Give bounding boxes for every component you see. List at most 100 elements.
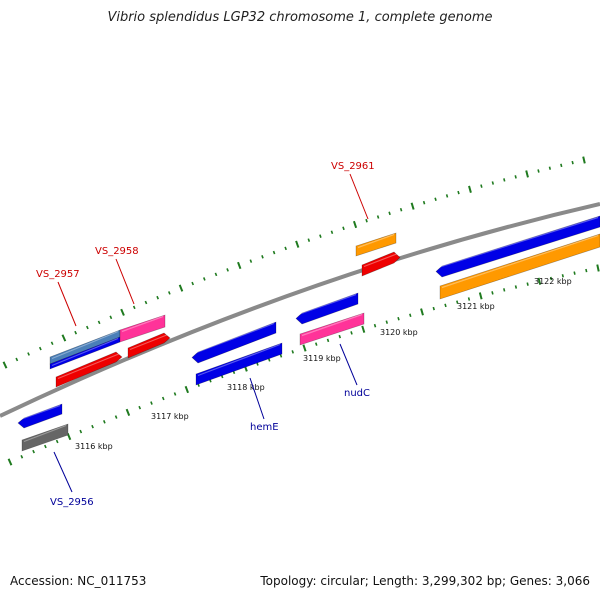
gene-feature-highlight [197, 343, 281, 377]
gene-feature-blue[interactable] [191, 321, 277, 364]
gene-feature-blue[interactable] [195, 342, 283, 386]
gene-feature-highlight [129, 333, 169, 351]
tick-mark [284, 246, 287, 251]
tick-mark [302, 344, 307, 352]
tick-mark [514, 175, 517, 179]
gene-feature-orange[interactable] [439, 233, 600, 300]
gene-feature-red[interactable] [55, 351, 123, 388]
gene-feature-pink[interactable] [119, 314, 166, 343]
gene-label: hemE [250, 422, 279, 433]
tick-mark [537, 277, 542, 285]
tick-mark [295, 240, 300, 248]
scale-label: 3118 kbp [227, 383, 265, 392]
tick-mark [66, 432, 72, 441]
gene-label-leader [57, 281, 77, 327]
tick-mark [491, 181, 495, 185]
tick-mark [397, 316, 400, 321]
gene-feature-highlight [19, 404, 61, 421]
tick-mark [352, 220, 358, 229]
tick-mark [156, 295, 160, 300]
tick-mark [226, 268, 229, 272]
tick-mark [467, 297, 471, 301]
gene-feature-orange[interactable] [355, 232, 397, 257]
gene-feature-pink[interactable] [299, 312, 365, 346]
tick-mark [27, 352, 30, 356]
tick-mark [350, 331, 353, 335]
tick-mark [103, 420, 106, 424]
tick-mark [409, 313, 412, 318]
tick-mark [338, 334, 342, 339]
gene-feature-highlight [363, 252, 399, 268]
gene-feature-highlight [121, 315, 164, 333]
tick-mark [237, 261, 242, 270]
tick-mark [468, 185, 472, 193]
gene-label-leader [349, 173, 369, 220]
tick-mark [548, 166, 552, 170]
tick-mark [202, 277, 206, 281]
tick-mark [456, 300, 459, 304]
gene-label: nudC [344, 388, 370, 399]
genome-summary-text: Topology: circular; Length: 3,299,302 bp… [260, 574, 590, 588]
gene-feature-red[interactable] [127, 332, 171, 359]
tick-mark [267, 358, 271, 362]
tick-mark [191, 281, 195, 286]
tick-mark [138, 405, 142, 410]
tick-mark [376, 215, 380, 219]
tick-mark [388, 211, 391, 216]
tick-mark [32, 449, 35, 454]
scale-label: 3122 kbp [534, 277, 572, 286]
tick-mark [330, 230, 334, 234]
tick-mark [478, 292, 483, 300]
tick-mark [434, 197, 437, 202]
gene-feature-blue[interactable] [435, 215, 600, 278]
tick-mark [184, 385, 189, 394]
tick-mark [491, 291, 494, 295]
tick-mark [249, 259, 253, 263]
tick-mark [365, 218, 368, 223]
tick-mark [373, 323, 377, 328]
gene-feature-highlight [51, 330, 119, 360]
scale-label: 3120 kbp [380, 328, 418, 337]
gene-label-leader [249, 377, 265, 420]
tick-mark [561, 274, 564, 278]
tick-mark [444, 303, 447, 308]
scale-label: 3117 kbp [151, 412, 189, 421]
tick-mark [585, 268, 588, 273]
tick-mark [457, 190, 460, 195]
tick-mark [74, 330, 78, 335]
tick-mark [261, 255, 264, 259]
tick-mark [326, 338, 330, 343]
tick-mark [361, 325, 366, 333]
gene-label: VS_2956 [50, 497, 94, 508]
tick-mark [503, 178, 506, 182]
tick-mark [61, 334, 67, 342]
tick-mark [167, 291, 171, 295]
gene-feature-blue[interactable] [17, 403, 63, 429]
tick-mark [7, 458, 13, 466]
tick-mark [315, 342, 318, 346]
gene-feature-red[interactable] [361, 251, 401, 277]
tick-mark [114, 415, 118, 419]
tick-mark [549, 276, 553, 281]
tick-mark [55, 439, 59, 444]
gene-feature-highlight [51, 337, 119, 367]
tick-mark [420, 308, 424, 316]
tick-mark [91, 424, 94, 429]
gene-feature-blue[interactable] [295, 292, 359, 325]
tick-mark [2, 361, 8, 369]
tick-mark [20, 455, 24, 459]
tick-mark [120, 308, 125, 316]
gene-features[interactable] [17, 215, 600, 452]
gene-feature-highlight [193, 322, 275, 355]
tick-mark [291, 350, 295, 354]
tick-mark [410, 202, 415, 210]
tick-mark [161, 396, 165, 401]
tick-mark [432, 306, 435, 311]
gene-feature-gray[interactable] [21, 423, 69, 452]
tick-mark [596, 264, 600, 272]
gene-label: VS_2958 [95, 246, 139, 257]
gene-feature-highlight [441, 234, 599, 289]
accession-text: Accession: NC_011753 [10, 574, 147, 588]
tick-mark [214, 272, 218, 277]
